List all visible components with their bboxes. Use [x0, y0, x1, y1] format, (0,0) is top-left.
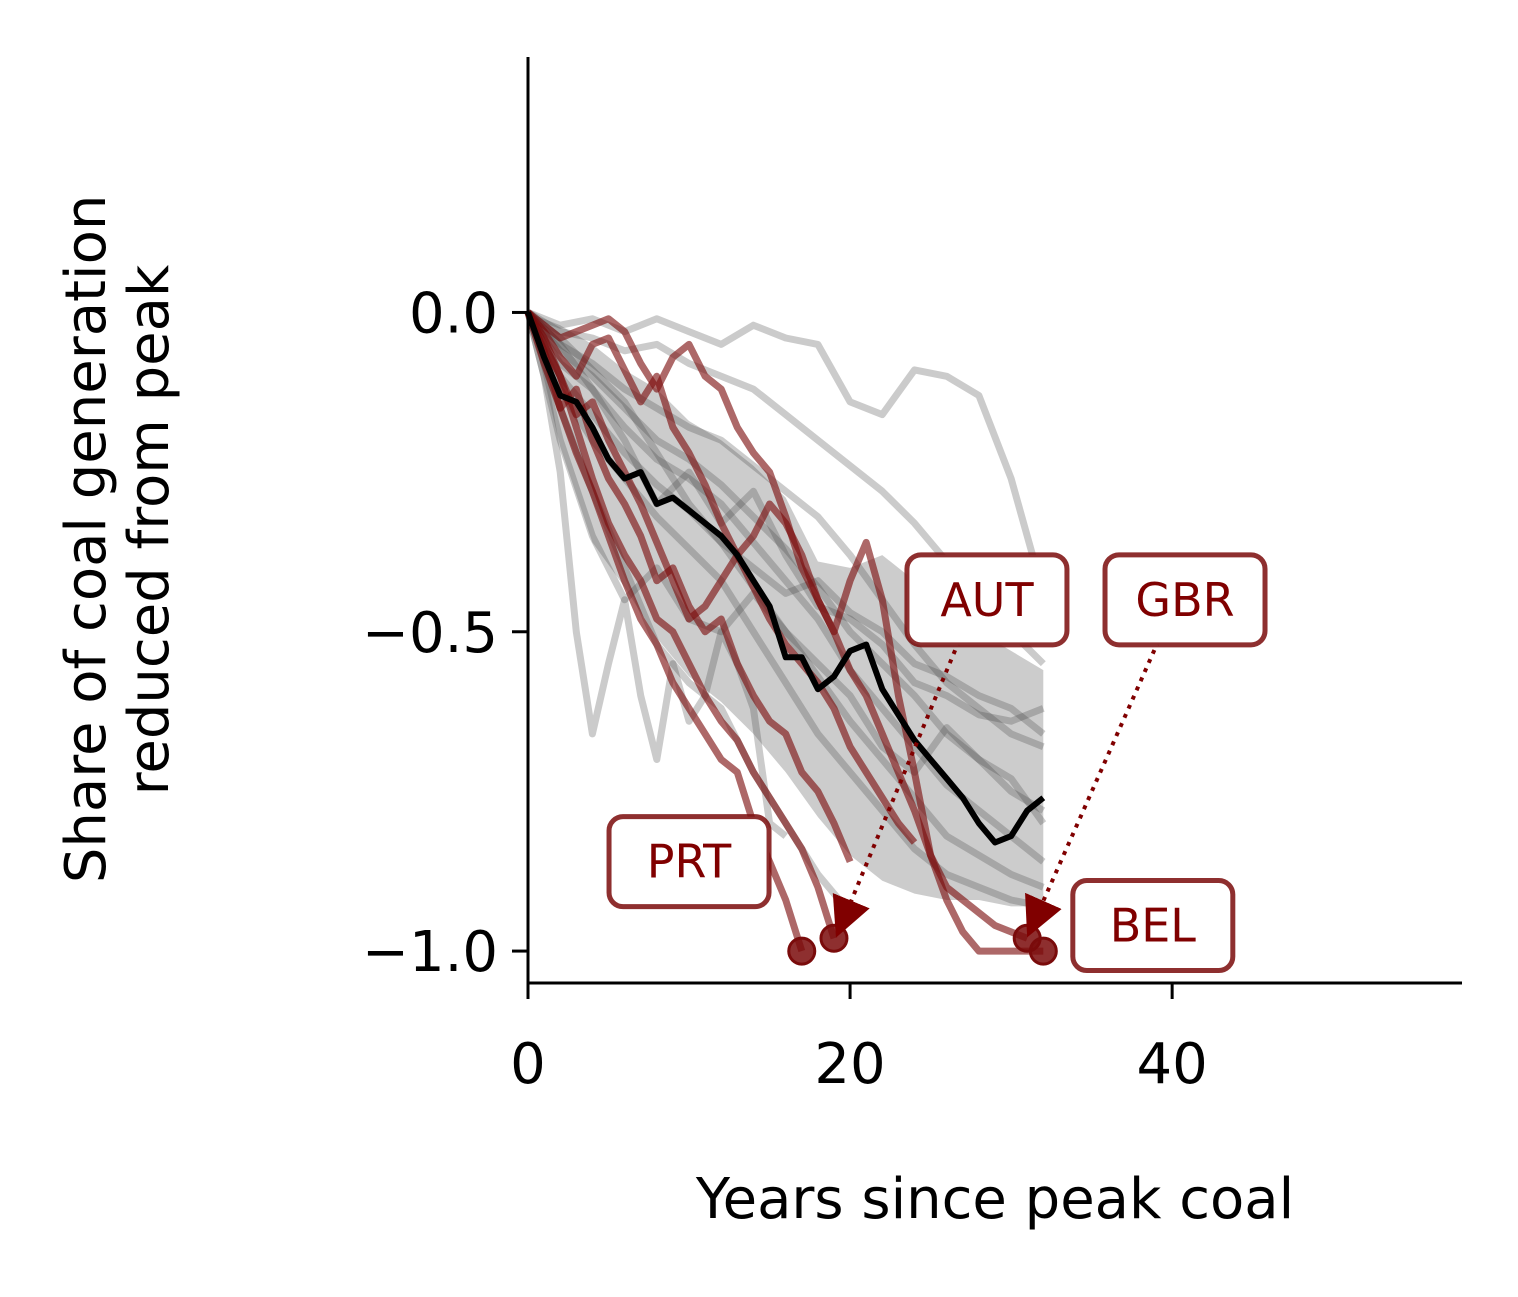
endpoint-markers-layer — [787, 923, 1058, 966]
background-series-line-10 — [524, 311, 1046, 814]
annotation-box-aut — [904, 552, 1070, 648]
background-series-line-4 — [525, 310, 1047, 826]
annotation-box-gbr — [1102, 552, 1268, 648]
annotations-layer: PRT AUT GBR BEL — [606, 552, 1268, 974]
background-series-line-6 — [524, 310, 1045, 891]
annotation-label-gbr: GBR — [1135, 573, 1234, 627]
y-tick-label: −0.5 — [362, 601, 498, 666]
y-tick-label: −1.0 — [362, 920, 498, 985]
x-tick-label: 20 — [814, 1032, 885, 1097]
annotation-arrow-aut — [832, 630, 965, 938]
annotation-label-prt: PRT — [647, 835, 732, 889]
y-axis-label-line-1: Share of coal generation — [54, 195, 119, 883]
median-line-layer — [525, 311, 1046, 846]
annotation-box-prt — [606, 814, 772, 910]
background-series-line-11 — [525, 309, 1045, 725]
background-series-line-12 — [525, 309, 1046, 737]
highlight-series-line-gbr — [525, 309, 1029, 942]
axes — [526, 57, 1462, 985]
highlight-series-line-6 — [525, 310, 918, 845]
highlight-series-line-bel — [524, 310, 1044, 955]
ticks-layer: 0 20 40 0.0 −0.5 −1.0 — [362, 281, 1208, 1097]
median-line — [525, 311, 1046, 846]
background-series-line-3 — [525, 309, 1045, 750]
highlight-series-line-aut — [525, 310, 838, 940]
y-tick-label: 0.0 — [409, 281, 498, 346]
annotation-box-bel — [1070, 878, 1236, 974]
x-tick-label: 40 — [1137, 1032, 1208, 1097]
annotation-label-bel: BEL — [1110, 899, 1197, 953]
x-axis-label: Years since peak coal — [695, 1167, 1294, 1232]
annotation-arrow-gbr — [1025, 630, 1165, 938]
y-axis-label-line-2: reduced from peak — [117, 264, 182, 795]
x-tick-label: 0 — [510, 1032, 546, 1097]
endpoint-marker-4 — [1028, 936, 1058, 966]
endpoint-marker-2 — [819, 923, 849, 953]
annotation-label-aut: AUT — [940, 573, 1034, 627]
y-axis-label: Share of coal generation reduced from pe… — [54, 177, 182, 883]
endpoint-marker-1 — [787, 936, 817, 966]
